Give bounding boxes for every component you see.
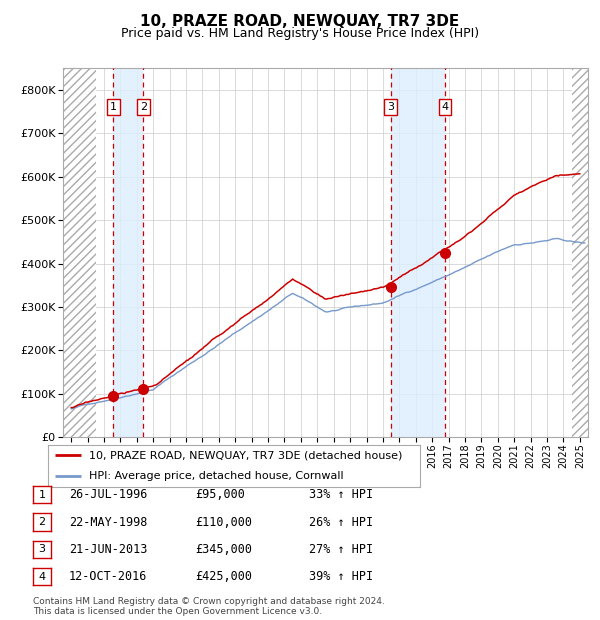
Text: 33% ↑ HPI: 33% ↑ HPI <box>309 489 373 501</box>
Text: £345,000: £345,000 <box>195 543 252 556</box>
Text: 1: 1 <box>110 102 117 112</box>
Text: 4: 4 <box>442 102 449 112</box>
Text: 39% ↑ HPI: 39% ↑ HPI <box>309 570 373 583</box>
Text: 21-JUN-2013: 21-JUN-2013 <box>69 543 148 556</box>
Bar <box>572 68 588 437</box>
Text: 10, PRAZE ROAD, NEWQUAY, TR7 3DE: 10, PRAZE ROAD, NEWQUAY, TR7 3DE <box>140 14 460 29</box>
Text: £425,000: £425,000 <box>195 570 252 583</box>
Bar <box>113 68 143 437</box>
Text: HPI: Average price, detached house, Cornwall: HPI: Average price, detached house, Corn… <box>89 471 344 481</box>
Bar <box>63 68 96 437</box>
Text: £110,000: £110,000 <box>195 516 252 528</box>
Text: 3: 3 <box>38 544 46 554</box>
Text: 4: 4 <box>38 572 46 582</box>
Text: 2: 2 <box>38 517 46 527</box>
Text: 26% ↑ HPI: 26% ↑ HPI <box>309 516 373 528</box>
Text: 2: 2 <box>140 102 147 112</box>
Text: 10, PRAZE ROAD, NEWQUAY, TR7 3DE (detached house): 10, PRAZE ROAD, NEWQUAY, TR7 3DE (detach… <box>89 450 402 460</box>
Text: 26-JUL-1996: 26-JUL-1996 <box>69 489 148 501</box>
Text: 22-MAY-1998: 22-MAY-1998 <box>69 516 148 528</box>
Bar <box>391 68 445 437</box>
Text: 1: 1 <box>38 490 46 500</box>
Text: 12-OCT-2016: 12-OCT-2016 <box>69 570 148 583</box>
Text: 3: 3 <box>387 102 394 112</box>
Text: Price paid vs. HM Land Registry's House Price Index (HPI): Price paid vs. HM Land Registry's House … <box>121 27 479 40</box>
Text: 27% ↑ HPI: 27% ↑ HPI <box>309 543 373 556</box>
Text: This data is licensed under the Open Government Licence v3.0.: This data is licensed under the Open Gov… <box>33 607 322 616</box>
Text: Contains HM Land Registry data © Crown copyright and database right 2024.: Contains HM Land Registry data © Crown c… <box>33 597 385 606</box>
Text: £95,000: £95,000 <box>195 489 245 501</box>
